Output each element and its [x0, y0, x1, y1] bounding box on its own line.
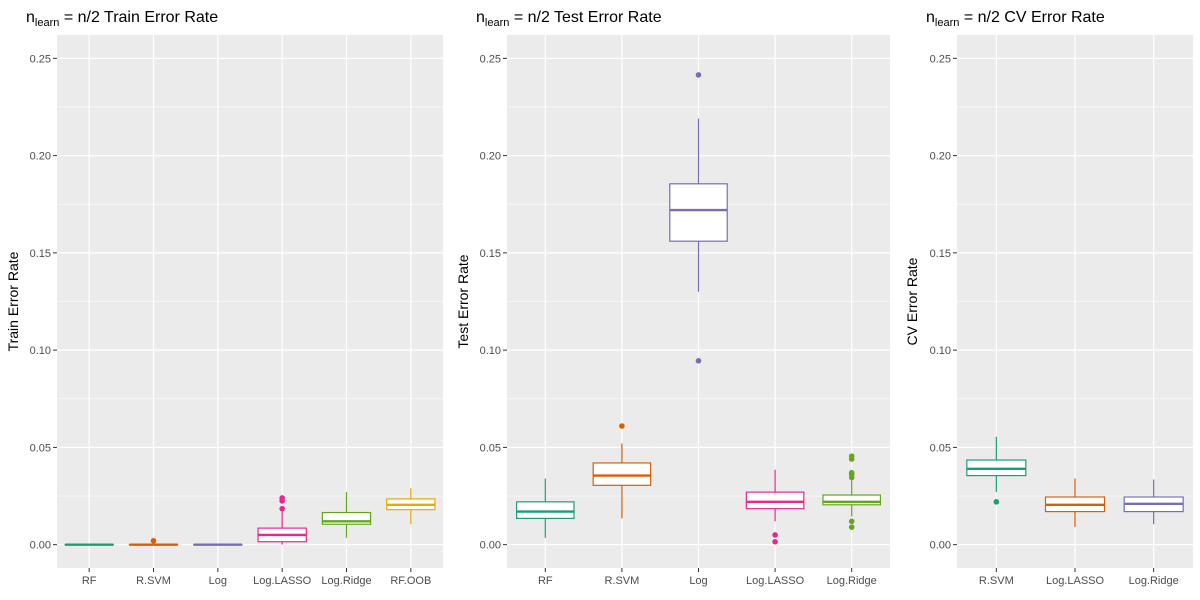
- outlier-point: [619, 423, 625, 429]
- box-rf: [515, 478, 575, 538]
- box-r-svm: [592, 423, 652, 519]
- panel-test-error: 0.00 0.05 0.10 0.15 0.20 0.25 RF R.SVM Log Log.LA…: [455, 9, 890, 587]
- y-tick-label: 0.05: [480, 442, 501, 454]
- y-tick-label: 0.20: [930, 151, 951, 163]
- x-tick-label: Log.LASSO: [1046, 575, 1105, 587]
- box-r-svm: [966, 436, 1027, 505]
- panel-cv-error: 0.00 0.05 0.10 0.15 0.20 0.25 R.SVM Log.LASSO Lo…: [904, 9, 1193, 587]
- x-tick-label: RF: [538, 575, 553, 587]
- panel-title: nlearn = n/2 CV Error Rate: [926, 9, 1105, 29]
- y-axis-label: Test Error Rate: [455, 254, 471, 348]
- x-tick-label: R.SVM: [604, 575, 639, 587]
- y-tick-label: 0.25: [480, 53, 501, 65]
- y-tick-label: 0.25: [30, 53, 51, 65]
- x-tick-label: RF: [82, 575, 97, 587]
- x-tick-label: R.SVM: [979, 575, 1014, 587]
- y-tick-label: 0.10: [930, 345, 951, 357]
- outlier-point: [695, 358, 702, 364]
- y-tick-label: 0.15: [30, 248, 51, 260]
- outlier-point: [279, 495, 285, 501]
- panel-title: nlearn = n/2 Train Error Rate: [26, 9, 218, 29]
- iqr-box: [669, 183, 728, 242]
- outlier-point: [772, 532, 778, 538]
- panel-title: nlearn = n/2 Test Error Rate: [476, 9, 662, 29]
- outlier-point: [848, 469, 855, 476]
- y-tick-label: 0.05: [30, 442, 51, 454]
- outlier-point: [848, 518, 855, 525]
- box-log-ridge: [822, 453, 882, 530]
- outlier-point: [695, 72, 702, 78]
- y-tick-label: 0.15: [480, 248, 501, 260]
- y-tick-label: 0.10: [480, 345, 501, 357]
- x-tick-label: Log.Ridge: [827, 575, 877, 587]
- y-tick-label: 0.20: [30, 151, 51, 163]
- y-tick-label: 0.00: [30, 540, 51, 552]
- iqr-box: [515, 501, 575, 519]
- panel-train-error: 0.00 0.05 0.10 0.15 0.20 0.25 RF R.SVM Log Log.LA…: [5, 9, 443, 587]
- iqr-box: [822, 494, 882, 506]
- box-rf-oob: [386, 488, 436, 525]
- x-tick-label: Log.Ridge: [1129, 575, 1179, 587]
- iqr-box: [592, 462, 652, 486]
- outlier-point: [993, 499, 1000, 505]
- box-log-ridge: [1123, 479, 1184, 525]
- x-tick-label: R.SVM: [136, 575, 171, 587]
- box-log: [669, 72, 728, 364]
- y-tick-label: 0.25: [930, 53, 951, 65]
- box-log-lasso: [745, 469, 805, 545]
- y-tick-label: 0.15: [930, 248, 951, 260]
- box-log-ridge: [321, 492, 372, 538]
- y-axis-label: CV Error Rate: [904, 257, 920, 345]
- x-tick-label: Log.Ridge: [321, 575, 371, 587]
- outlier-point: [848, 524, 855, 530]
- outlier-point: [150, 537, 157, 544]
- x-tick-label: RF.OOB: [390, 575, 431, 587]
- x-tick-label: Log: [689, 575, 707, 587]
- box-log-lasso: [1044, 478, 1106, 528]
- y-tick-label: 0.05: [930, 442, 951, 454]
- x-tick-label: Log.LASSO: [746, 575, 805, 587]
- y-tick-label: 0.00: [930, 540, 951, 552]
- box-log-lasso: [257, 495, 307, 545]
- x-tick-label: Log.LASSO: [253, 575, 312, 587]
- outlier-point: [848, 453, 855, 459]
- iqr-box: [745, 491, 805, 510]
- y-axis-label: Train Error Rate: [5, 251, 21, 351]
- x-tick-label: Log: [209, 575, 227, 587]
- y-tick-label: 0.10: [30, 345, 51, 357]
- y-tick-label: 0.20: [480, 151, 501, 163]
- iqr-box: [321, 511, 372, 525]
- outlier-point: [279, 505, 285, 512]
- y-tick-label: 0.00: [480, 540, 501, 552]
- box-r-svm: [128, 537, 179, 546]
- outlier-point: [772, 538, 778, 545]
